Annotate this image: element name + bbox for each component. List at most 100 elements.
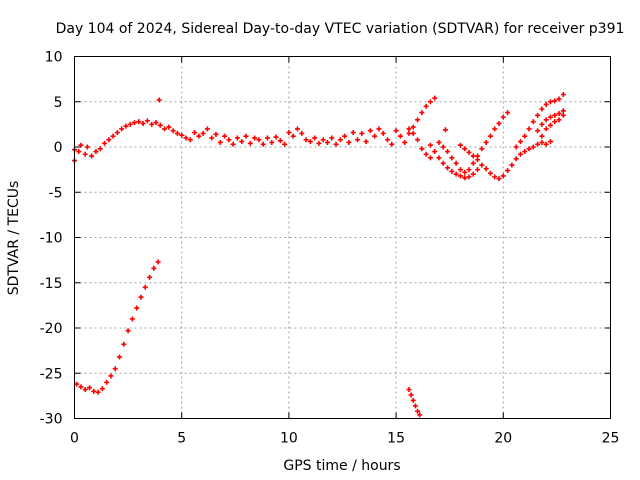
data-point	[560, 108, 566, 114]
data-point	[436, 155, 442, 161]
data-point	[415, 408, 421, 414]
data-point	[138, 294, 144, 300]
data-point	[462, 169, 468, 175]
data-point	[479, 146, 485, 152]
data-point	[535, 141, 541, 147]
data-point	[151, 265, 157, 271]
data-point	[183, 135, 189, 141]
data-point	[264, 135, 270, 141]
data-point	[277, 138, 283, 144]
data-point	[286, 130, 292, 136]
data-point	[346, 139, 352, 145]
y-tick-label: -25	[40, 366, 63, 382]
data-point	[389, 141, 395, 147]
data-point	[445, 149, 451, 155]
data-point	[213, 131, 219, 137]
data-point	[440, 160, 446, 166]
data-point	[117, 354, 123, 360]
data-point	[121, 341, 127, 347]
data-point	[269, 139, 275, 145]
data-point	[483, 139, 489, 145]
data-point	[260, 141, 266, 147]
data-point	[539, 133, 545, 139]
x-tick-label: 5	[177, 431, 186, 447]
data-point	[78, 384, 84, 390]
data-point	[247, 140, 253, 146]
data-point	[442, 127, 448, 133]
data-point	[243, 133, 249, 139]
data-point	[397, 133, 403, 139]
data-point	[290, 133, 296, 139]
data-point	[239, 139, 245, 145]
data-point	[402, 139, 408, 145]
data-point	[552, 119, 558, 125]
series-arc-18-20h	[436, 110, 511, 175]
data-point	[530, 119, 536, 125]
data-point	[535, 128, 541, 134]
data-point	[543, 141, 549, 147]
chart-title: Day 104 of 2024, Sidereal Day-to-day VTE…	[56, 21, 625, 37]
data-point	[78, 142, 84, 148]
data-point	[530, 144, 536, 150]
data-point	[108, 373, 114, 379]
data-point	[355, 137, 361, 143]
data-point	[166, 124, 172, 130]
data-point	[457, 142, 463, 148]
data-point	[91, 388, 97, 394]
y-tick-label: -30	[40, 412, 63, 428]
data-point	[385, 137, 391, 143]
data-point	[87, 385, 93, 391]
series-spike-4h	[156, 97, 162, 103]
data-point	[329, 135, 335, 141]
data-point	[155, 259, 161, 265]
data-point	[539, 139, 545, 145]
data-point	[230, 141, 236, 147]
data-point	[209, 135, 215, 141]
data-point	[436, 139, 442, 145]
data-point	[147, 274, 153, 280]
data-point	[547, 139, 553, 145]
y-axis-label: SDTVAR / TECUs	[6, 181, 22, 296]
x-tick-label: 0	[70, 431, 79, 447]
series-climb-15-16h	[406, 95, 438, 136]
data-point	[500, 114, 506, 120]
data-point	[412, 403, 418, 409]
data-point	[470, 160, 476, 166]
data-point	[410, 124, 416, 130]
data-point	[156, 97, 162, 103]
data-point	[204, 126, 210, 132]
data-point	[376, 126, 382, 132]
data-point	[217, 139, 223, 145]
data-point	[496, 176, 502, 182]
data-point	[82, 387, 88, 393]
data-point	[82, 151, 88, 157]
data-point	[129, 316, 135, 322]
data-point	[513, 144, 519, 150]
data-point	[522, 133, 528, 139]
data-point	[500, 173, 506, 179]
data-point	[423, 103, 429, 109]
data-point	[125, 328, 131, 334]
data-point	[539, 106, 545, 112]
data-point	[556, 111, 562, 117]
data-point	[560, 112, 566, 118]
data-point	[76, 149, 82, 155]
data-point	[449, 155, 455, 161]
data-point	[157, 122, 163, 128]
data-point	[119, 126, 125, 132]
data-point	[134, 305, 140, 311]
data-point	[556, 117, 562, 123]
data-point	[517, 139, 523, 145]
data-point	[393, 128, 399, 134]
x-axis-label: GPS time / hours	[283, 458, 400, 474]
data-point	[552, 112, 558, 118]
data-point	[427, 142, 433, 148]
data-point	[367, 128, 373, 134]
data-point	[299, 130, 305, 136]
data-point	[316, 140, 322, 146]
data-point	[547, 114, 553, 120]
data-point	[187, 137, 193, 143]
data-point	[406, 126, 412, 132]
data-point	[102, 140, 108, 146]
data-point	[517, 151, 523, 157]
